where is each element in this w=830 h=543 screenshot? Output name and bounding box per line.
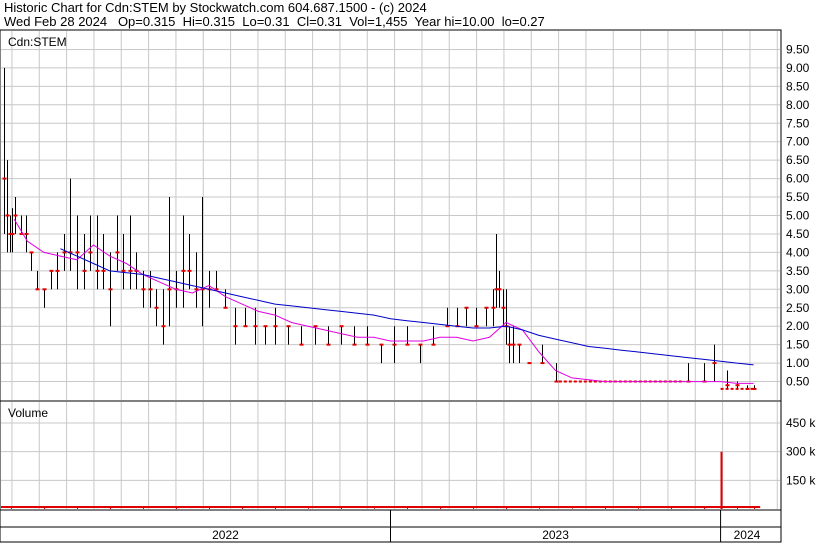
volume-bars xyxy=(1,451,761,509)
price-tick-label: 5.50 xyxy=(786,190,810,204)
grid-lines xyxy=(1,31,780,509)
year-label: 2022 xyxy=(212,528,239,542)
price-tick-label: 3.00 xyxy=(786,282,810,296)
short-moving-average-line xyxy=(13,218,754,384)
price-panel-label: Cdn:STEM xyxy=(8,35,67,49)
price-tick-label: 1.50 xyxy=(786,338,810,352)
price-tick-label: 6.50 xyxy=(786,153,810,167)
chart-header-title: Historic Chart for Cdn:STEM by Stockwatc… xyxy=(4,0,427,15)
price-tick-label: 8.50 xyxy=(786,79,810,93)
price-tick-label: 3.50 xyxy=(786,264,810,278)
year-label: 2023 xyxy=(542,528,569,542)
volume-panel-label: Volume xyxy=(8,406,48,420)
price-tick-label: 9.50 xyxy=(786,42,810,56)
tick-labels: 9.50 9.00 8.50 8.00 7.50 7.00 6.50 6.00 5.50 5.00… xyxy=(212,42,816,542)
price-tick-label: 1.00 xyxy=(786,356,810,370)
price-tick-label: 7.50 xyxy=(786,116,810,130)
volume-tick-label: 450 k xyxy=(786,416,816,430)
price-tick-label: 7.00 xyxy=(786,135,810,149)
price-tick-label: 0.50 xyxy=(786,375,810,389)
chart-header-quote: Wed Feb 28 2024 Op=0.315 Hi=0.315 Lo=0.3… xyxy=(4,14,545,29)
volume-tick-label: 300 k xyxy=(786,445,816,459)
volume-panel-frame xyxy=(0,400,782,511)
price-tick-label: 8.00 xyxy=(786,98,810,112)
price-tick-label: 9.00 xyxy=(786,61,810,75)
price-tick-label: 6.00 xyxy=(786,172,810,186)
price-tick-label: 2.50 xyxy=(786,301,810,315)
price-tick-label: 4.50 xyxy=(786,227,810,241)
year-label: 2024 xyxy=(734,528,761,542)
volume-tick-label: 150 k xyxy=(786,473,816,487)
price-tick-label: 2.00 xyxy=(786,319,810,333)
price-tick-label: 5.00 xyxy=(786,209,810,223)
long-moving-average-line xyxy=(60,248,754,366)
price-tick-label: 4.00 xyxy=(786,245,810,259)
moving-average-lines xyxy=(13,218,754,384)
